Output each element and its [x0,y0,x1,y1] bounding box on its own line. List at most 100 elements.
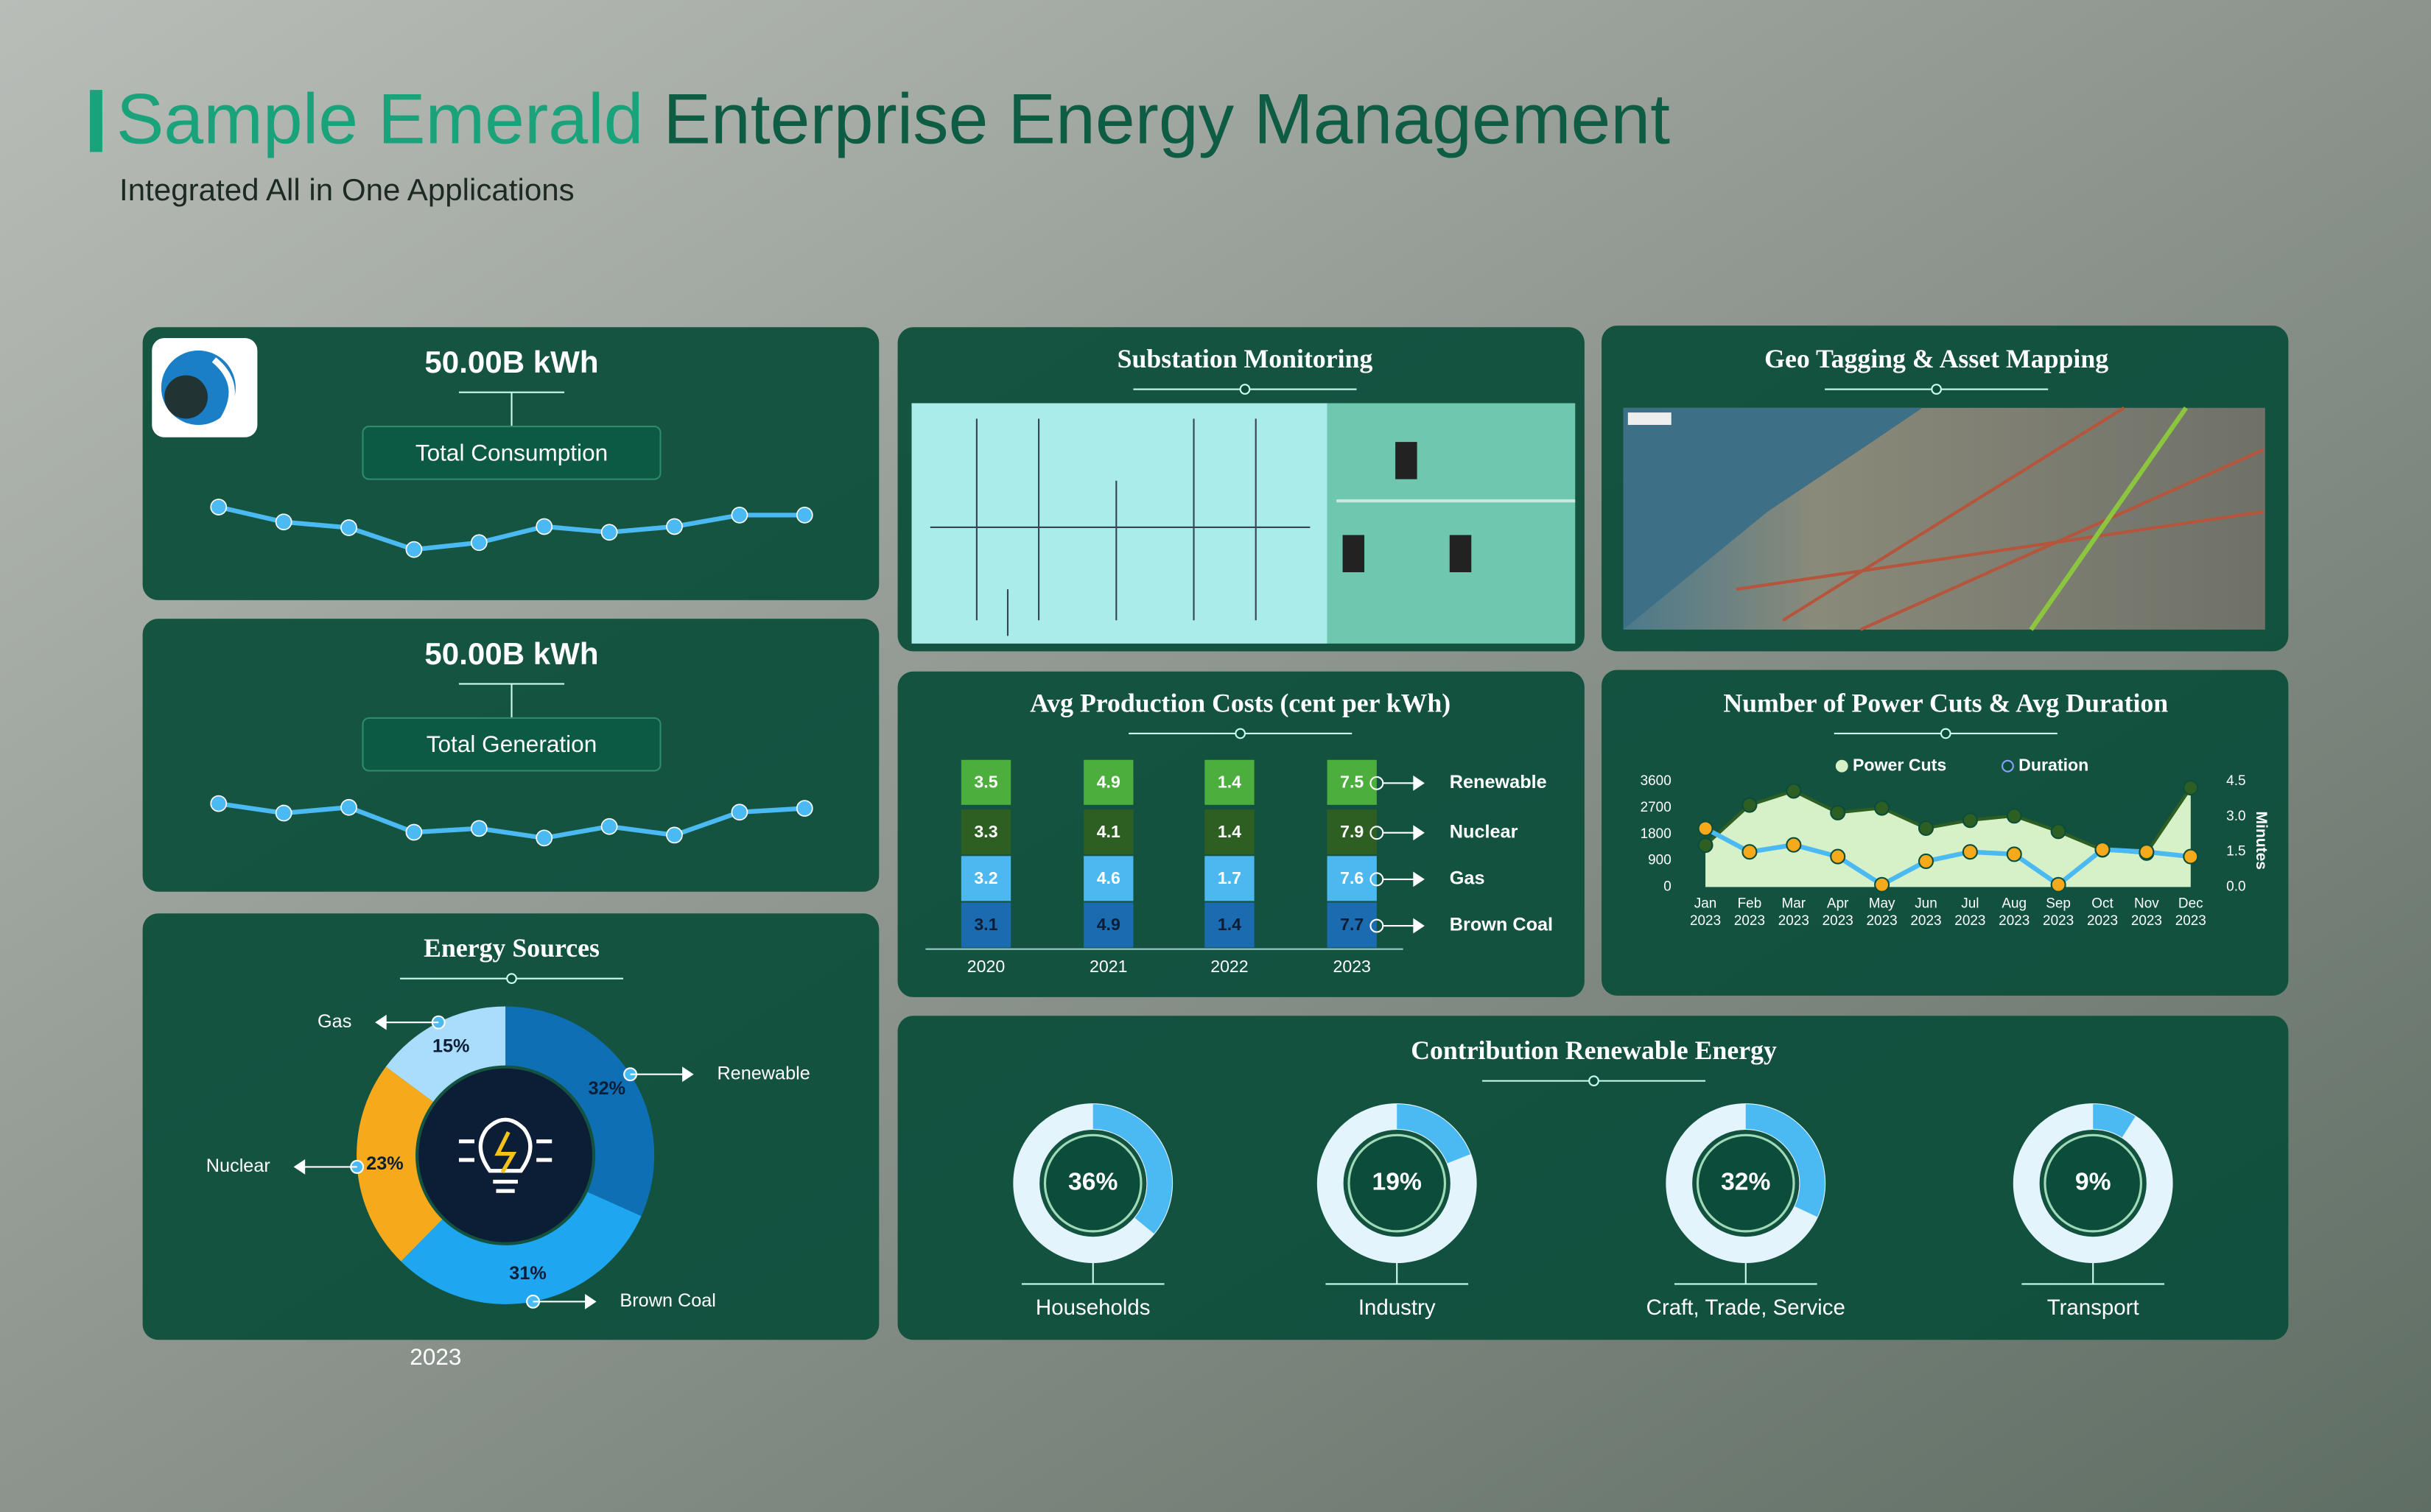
legend-label: Gas [1450,868,1485,889]
leader-arrow [630,1066,694,1083]
series-point [1697,837,1713,854]
slice-name: Renewable [717,1063,810,1083]
y2-tick-label: 0.0 [2226,879,2245,894]
bar-segment [1204,856,1255,901]
ring-name: Craft, Trade, Service [1646,1295,1845,1320]
sparkline-point [275,513,292,531]
y-tick-label: 900 [1648,853,1671,868]
substation-diagram [911,403,1576,644]
sparkline-point [666,826,683,844]
legend-label: Duration [2018,755,2088,774]
title-dot [1235,728,1246,739]
leader-arrow [533,1293,597,1309]
x-tick-year: 2023 [1823,913,1853,929]
ring-name: Households [1036,1295,1151,1320]
legend-marker [2002,759,2014,773]
legend-arrow [1383,918,1425,934]
series-point [1830,848,1846,865]
logo [152,338,258,437]
sparkline-point [210,499,228,516]
title-accent-bar [90,90,102,152]
area [1705,787,2191,887]
ring-value [1745,1104,1825,1217]
panel-title: Avg Production Costs (cent per kWh) [1030,688,1450,717]
subtitle: Integrated All in One Applications [119,172,575,207]
title-dot [1239,384,1251,395]
title-dot [1588,1075,1599,1087]
x-tick-label: 2022 [1210,957,1248,976]
series-point [1874,876,1890,893]
bar-segment [1084,902,1134,948]
bar-label: 4.1 [1097,822,1120,841]
year-label: 2023 [410,1343,461,1370]
y-tick-label: 1800 [1641,826,1671,842]
x-tick-label: Jun [1915,896,1937,912]
series-point [1741,797,1758,813]
title-main: Enterprise Energy Management [663,78,1670,158]
slice-name: Nuclear [206,1156,270,1176]
ring-label: 36% [1068,1168,1118,1195]
sparkline [218,801,805,841]
panel-title: Energy Sources [424,933,600,963]
series-point [2139,844,2155,860]
bar-segment [1204,809,1255,855]
x-tick-label: 2023 [1333,957,1370,976]
bar-label: 7.9 [1340,822,1364,841]
ring-center [1043,1133,1143,1233]
sparkline-point [210,795,228,812]
x-tick-year: 2023 [2131,913,2162,929]
sparkline-point [666,518,683,535]
x-tick-label: Oct [2091,896,2113,912]
bar-label: 7.6 [1340,868,1364,887]
legend-label: Power Cuts [1853,755,1946,774]
x-tick-year: 2023 [2043,913,2074,929]
bar-segment [961,759,1011,805]
y-tick-label: 3600 [1641,773,1671,789]
y2-axis-label: Minutes [2253,811,2270,870]
sparkline-point [796,800,813,817]
kpi-label-box [362,717,662,772]
bar-label: 7.7 [1340,915,1364,934]
bar-segment [1084,856,1134,901]
x-tick-label: 2020 [967,957,1005,976]
ring-label: 32% [1721,1168,1770,1195]
y-tick-label: 0 [1663,879,1671,894]
series-point [1962,844,1978,860]
panel [897,1016,2289,1340]
sparkline-point [600,817,618,835]
ring-name: Industry [1358,1295,1436,1320]
series-point [2183,848,2199,865]
series-point [2006,846,2022,862]
sparkline-point [796,506,813,524]
panel-title: Number of Power Cuts & Avg Duration [1723,688,2168,717]
series-point [1962,812,1978,829]
y2-tick-label: 3.0 [2226,809,2245,824]
kpi-label: Total Consumption [415,439,608,465]
kpi-label-box [362,425,662,480]
sparkline-point [731,506,748,524]
panel-title: Contribution Renewable Energy [1411,1035,1777,1065]
x-tick-year: 2023 [1954,913,1985,929]
bar-segment [1084,759,1134,805]
x-tick-year: 2023 [1867,913,1898,929]
bar-label: 1.4 [1218,915,1241,934]
x-tick-label: May [1869,896,1895,912]
legend-marker [1835,759,1848,773]
legend-arrow [1383,825,1425,841]
ring-name: Transport [2047,1295,2139,1320]
y-tick-label: 2700 [1641,800,1671,815]
x-tick-label: Jul [1961,896,1979,912]
page-title: Sample Emerald Enterprise Energy Managem… [116,78,1670,158]
bar-segment [1327,809,1377,855]
ring-value [1397,1104,1471,1164]
series-point [1918,820,1934,837]
sparkline-point [340,798,357,816]
sparkline [218,504,805,552]
x-tick-year: 2023 [1778,913,1809,929]
kpi-label: Total Generation [427,731,597,757]
ring-center [1347,1133,1447,1233]
bar-segment [1327,902,1377,948]
x-tick-label: Feb [1738,896,1762,912]
